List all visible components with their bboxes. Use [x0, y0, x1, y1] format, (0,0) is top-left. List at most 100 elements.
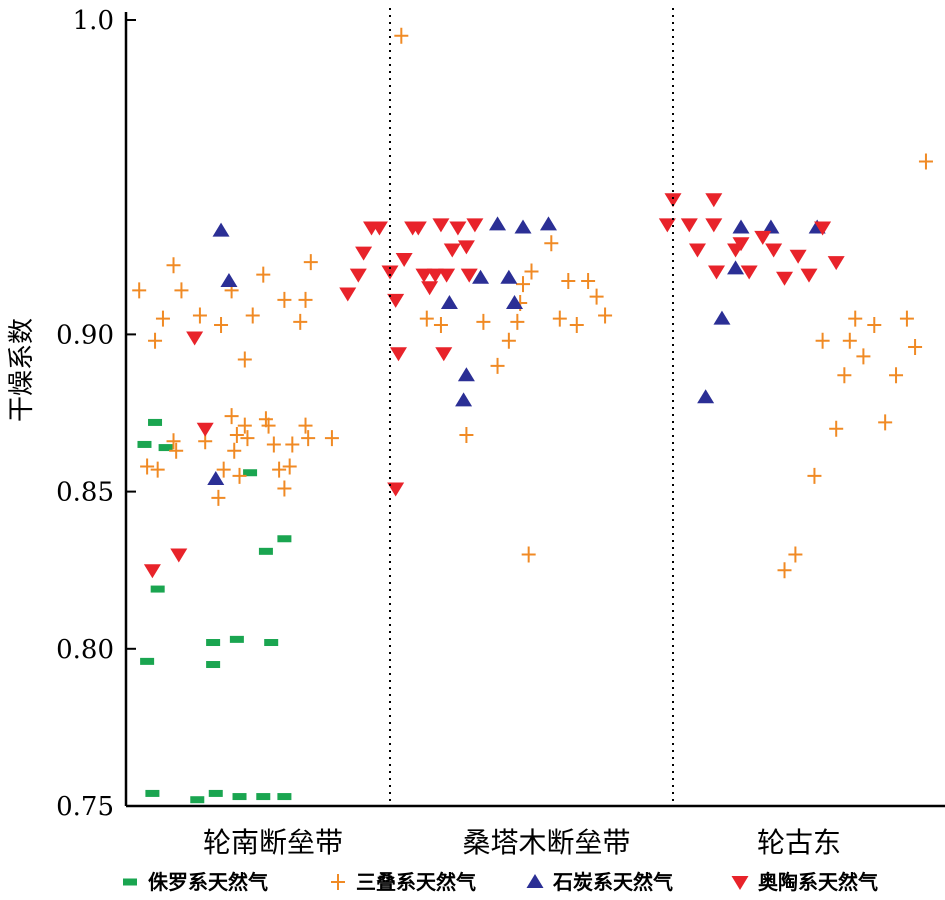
point-series-2 — [552, 310, 567, 327]
point-series-2 — [298, 417, 313, 434]
point-series-2 — [521, 546, 536, 563]
point-series-2 — [324, 430, 339, 447]
point-series-3 — [207, 471, 225, 486]
point-series-1 — [277, 535, 292, 543]
point-series-4 — [664, 193, 682, 208]
point-series-4 — [438, 268, 456, 283]
point-series-2 — [848, 310, 863, 327]
point-series-1 — [208, 789, 223, 797]
point-series-2 — [394, 27, 409, 44]
y-tick-label: 0.80 — [56, 635, 114, 665]
point-series-1 — [256, 793, 271, 801]
legend-label-2: 三叠系天然气 — [356, 870, 476, 894]
point-series-2 — [918, 153, 933, 170]
point-series-1 — [206, 661, 221, 669]
legend-marker-3 — [526, 874, 544, 888]
point-series-1 — [264, 639, 279, 647]
point-series-2 — [501, 332, 516, 349]
point-series-3 — [713, 310, 731, 325]
point-series-1 — [232, 793, 247, 801]
point-series-4 — [355, 246, 373, 261]
point-series-4 — [387, 293, 405, 308]
point-series-4 — [143, 564, 161, 579]
point-series-4 — [800, 268, 818, 283]
point-series-4 — [186, 331, 204, 346]
y-tick-label: 0.85 — [56, 478, 114, 508]
point-series-3 — [697, 389, 715, 404]
y-axis-title: 干燥系数 — [7, 318, 37, 422]
point-series-4 — [658, 218, 676, 233]
point-series-1 — [137, 440, 152, 448]
point-series-4 — [435, 347, 453, 362]
point-series-1 — [277, 793, 292, 801]
point-series-3 — [457, 367, 475, 382]
point-series-2 — [216, 461, 231, 478]
point-series-4 — [776, 271, 794, 286]
point-series-2 — [301, 430, 316, 447]
point-series-1 — [190, 796, 205, 804]
point-series-2 — [837, 367, 852, 384]
point-series-4 — [827, 256, 845, 271]
point-series-2 — [140, 458, 155, 475]
point-series-2 — [581, 272, 596, 289]
point-series-4 — [740, 265, 758, 280]
y-tick-label: 0.75 — [56, 792, 114, 822]
point-series-1 — [229, 635, 244, 643]
point-series-2 — [261, 417, 276, 434]
point-series-4 — [389, 347, 407, 362]
point-series-2 — [867, 316, 882, 333]
point-series-3 — [440, 294, 458, 309]
point-series-4 — [170, 548, 188, 563]
point-series-3 — [732, 219, 750, 234]
point-series-4 — [705, 193, 723, 208]
point-series-4 — [754, 230, 772, 245]
y-tick-label: 0.90 — [56, 320, 114, 350]
category-label: 轮古东 — [757, 826, 841, 859]
point-series-2 — [815, 332, 830, 349]
point-series-2 — [569, 316, 584, 333]
point-series-2 — [237, 417, 252, 434]
point-series-3 — [514, 219, 532, 234]
point-series-2 — [589, 288, 604, 305]
point-series-2 — [277, 291, 292, 308]
point-series-4 — [460, 268, 478, 283]
point-series-4 — [349, 268, 367, 283]
point-series-1 — [150, 585, 165, 593]
point-series-3 — [506, 294, 524, 309]
point-series-2 — [433, 316, 448, 333]
point-series-3 — [220, 272, 238, 287]
point-series-4 — [449, 221, 467, 236]
point-series-2 — [908, 338, 923, 355]
point-series-1 — [145, 789, 160, 797]
point-series-2 — [229, 427, 244, 444]
category-label: 桑塔木断垒带 — [462, 826, 630, 859]
point-series-2 — [510, 313, 525, 330]
legend-label-4: 奥陶系天然气 — [758, 870, 878, 894]
point-series-3 — [762, 219, 780, 234]
point-series-3 — [472, 269, 490, 284]
point-series-2 — [303, 254, 318, 271]
point-series-2 — [148, 332, 163, 349]
point-series-3 — [500, 269, 518, 284]
point-series-4 — [680, 218, 698, 233]
point-series-3 — [539, 216, 557, 231]
point-series-2 — [245, 307, 260, 324]
point-series-4 — [466, 218, 484, 233]
point-series-2 — [282, 458, 297, 475]
point-series-2 — [298, 291, 313, 308]
point-series-2 — [807, 467, 822, 484]
point-series-2 — [561, 272, 576, 289]
legend: 侏罗系天然气 三叠系天然气 石炭系天然气 奥陶系天然气 — [123, 870, 878, 894]
legend-marker-1 — [123, 878, 137, 886]
point-series-4 — [688, 243, 706, 258]
point-series-2 — [285, 436, 300, 453]
point-series-4 — [705, 218, 723, 233]
point-series-2 — [174, 282, 189, 299]
point-series-1 — [206, 639, 221, 647]
point-series-4 — [415, 268, 433, 283]
point-series-3 — [727, 260, 745, 275]
point-series-2 — [889, 367, 904, 384]
point-series-1 — [243, 469, 258, 477]
point-series-3 — [455, 392, 473, 407]
